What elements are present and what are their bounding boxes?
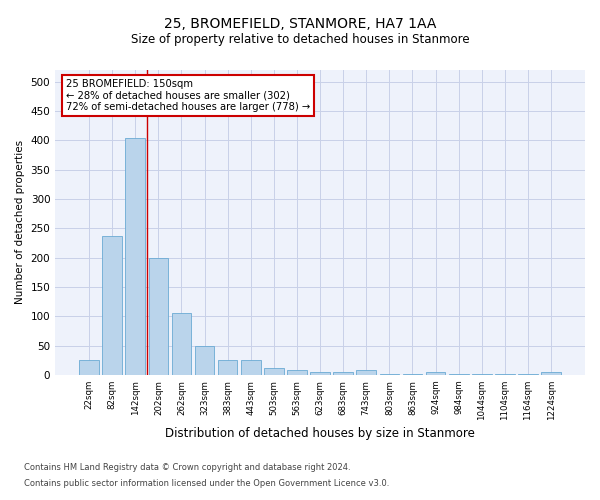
Bar <box>310 372 330 375</box>
Bar <box>403 374 422 375</box>
Bar <box>495 374 515 375</box>
Text: Contains public sector information licensed under the Open Government Licence v3: Contains public sector information licen… <box>24 478 389 488</box>
Bar <box>426 372 445 375</box>
Bar <box>380 374 399 375</box>
Bar <box>334 372 353 375</box>
Text: 25, BROMEFIELD, STANMORE, HA7 1AA: 25, BROMEFIELD, STANMORE, HA7 1AA <box>164 18 436 32</box>
Bar <box>287 370 307 375</box>
Bar <box>356 370 376 375</box>
Bar <box>149 258 168 375</box>
Text: Contains HM Land Registry data © Crown copyright and database right 2024.: Contains HM Land Registry data © Crown c… <box>24 464 350 472</box>
Bar <box>541 372 561 375</box>
Bar <box>264 368 284 375</box>
Bar <box>103 236 122 375</box>
Bar <box>79 360 99 375</box>
Bar <box>241 360 260 375</box>
Bar <box>218 360 238 375</box>
Bar <box>518 374 538 375</box>
Bar <box>472 374 491 375</box>
Bar <box>449 374 469 375</box>
Bar <box>125 138 145 375</box>
X-axis label: Distribution of detached houses by size in Stanmore: Distribution of detached houses by size … <box>165 427 475 440</box>
Bar <box>172 314 191 375</box>
Bar <box>195 346 214 375</box>
Y-axis label: Number of detached properties: Number of detached properties <box>15 140 25 304</box>
Text: 25 BROMEFIELD: 150sqm
← 28% of detached houses are smaller (302)
72% of semi-det: 25 BROMEFIELD: 150sqm ← 28% of detached … <box>66 79 310 112</box>
Text: Size of property relative to detached houses in Stanmore: Size of property relative to detached ho… <box>131 32 469 46</box>
